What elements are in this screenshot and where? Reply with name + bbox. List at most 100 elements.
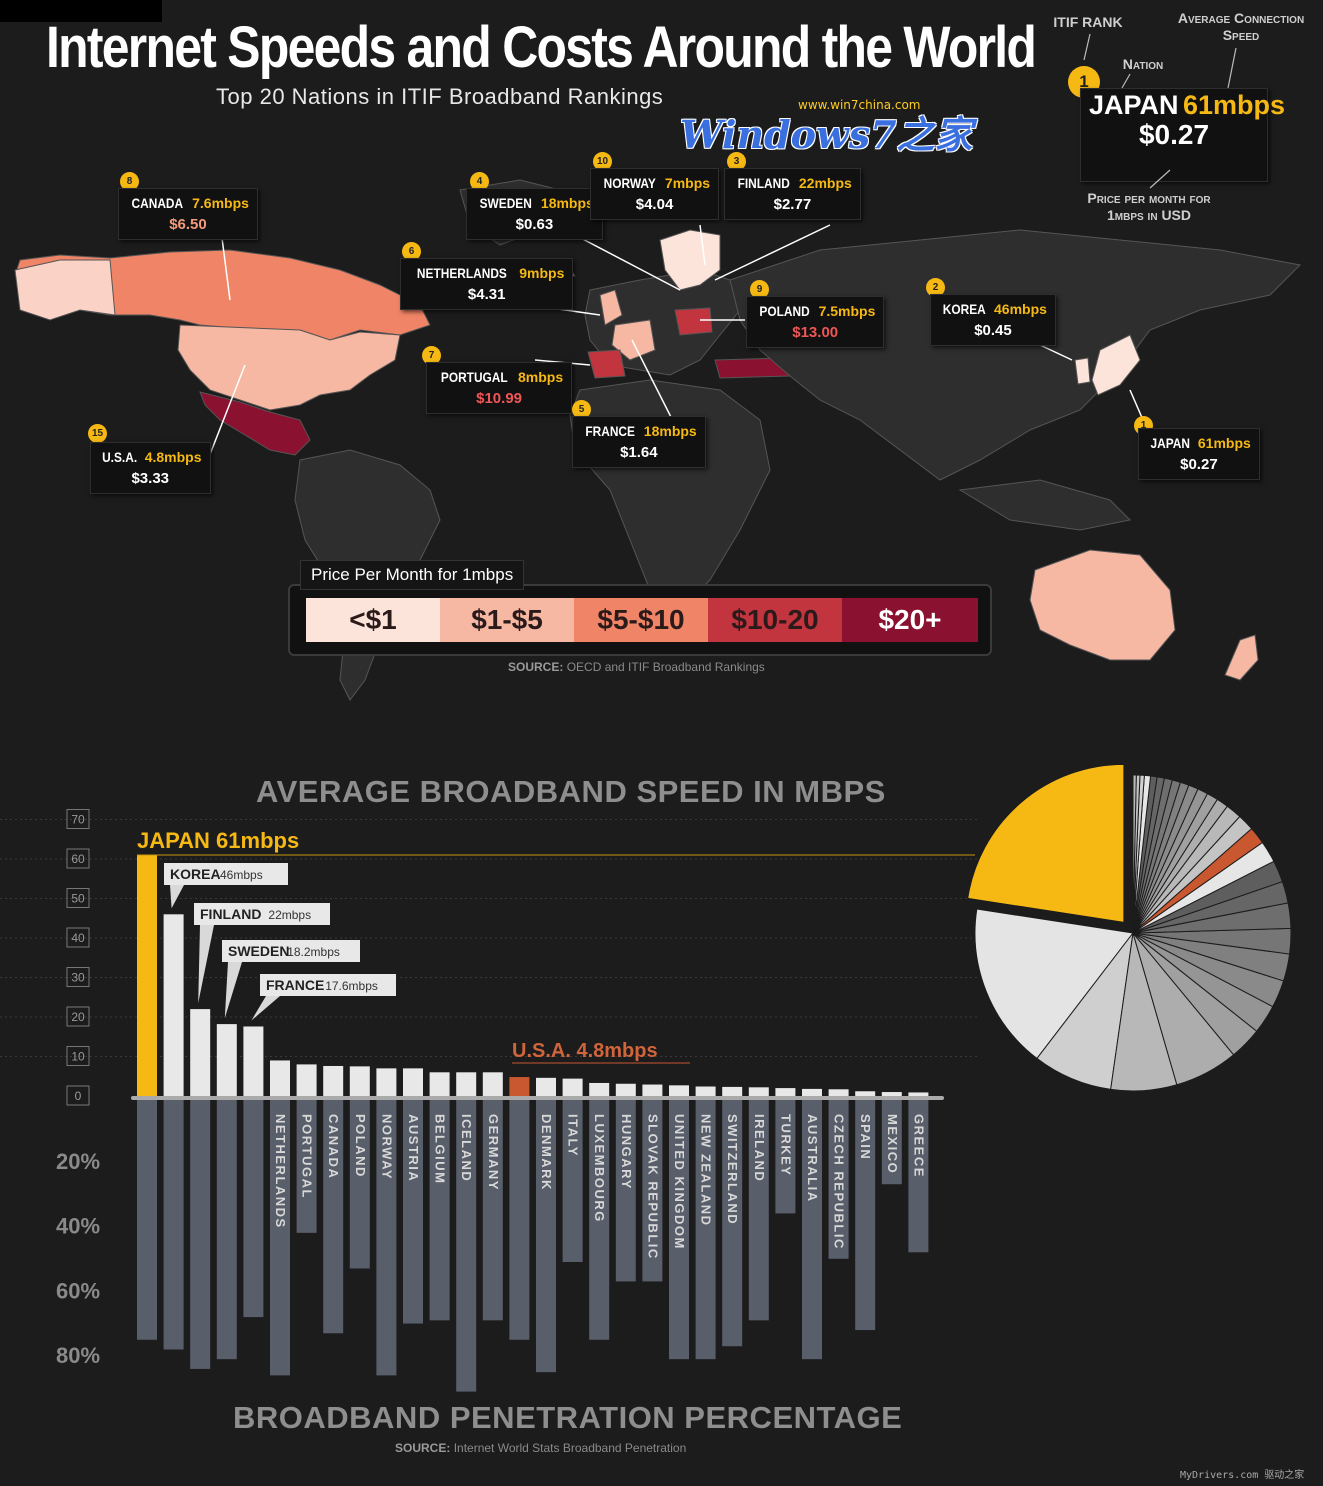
speed-tick-label: 40 xyxy=(71,931,85,945)
speed-tick-box xyxy=(66,1006,90,1027)
speed-bar xyxy=(456,1072,477,1096)
callout-price: $0.45 xyxy=(974,322,1012,339)
speed-bar xyxy=(429,1072,450,1096)
map-source-text: OECD and ITIF Broadband Rankings xyxy=(566,660,765,674)
penetration-bar xyxy=(137,1100,157,1340)
country-label: MEXICO xyxy=(885,1114,900,1174)
speed-bar xyxy=(828,1089,849,1096)
callout-speed: 46mbps xyxy=(994,301,1047,317)
callout-usa: U.S.A. 4.8mbps $3.33 xyxy=(90,442,211,494)
country-label: SPAIN xyxy=(858,1114,873,1160)
map-source: SOURCE: OECD and ITIF Broadband Rankings xyxy=(508,660,765,674)
pie-slice xyxy=(1132,774,1137,934)
speed-bar xyxy=(323,1065,344,1096)
speed-bar xyxy=(376,1068,397,1096)
speed-bar xyxy=(403,1068,423,1096)
rank-badge-netherlands: 6 xyxy=(402,242,421,261)
callout-poland: POLAND 7.5mbps $13.00 xyxy=(746,296,885,348)
callout-nation: KOREA xyxy=(942,301,986,317)
speed-bar xyxy=(855,1091,876,1096)
country-label: GREECE xyxy=(911,1114,926,1178)
rank-badge-portugal: 7 xyxy=(422,346,441,365)
penetration-bar xyxy=(270,1100,290,1376)
callout-nation: NETHERLANDS xyxy=(416,265,507,281)
callout-tag-bg xyxy=(222,940,360,962)
price-scale-label: Price Per Month for 1mbps xyxy=(300,560,525,590)
map-australia xyxy=(1029,549,1176,661)
speed-bar xyxy=(270,1060,290,1096)
penetration-bar xyxy=(748,1100,769,1321)
callout-price: $10.99 xyxy=(476,390,523,407)
watermark-logo: Windows7之家 xyxy=(680,112,973,157)
usa-label: U.S.A. 4.8mbps xyxy=(512,1040,658,1062)
callout-price: $2.77 xyxy=(773,196,812,213)
penetration-bar xyxy=(908,1100,929,1253)
country-label: CANADA xyxy=(326,1114,341,1179)
callout-tag-bg xyxy=(194,903,330,925)
callout-tag-value: 17.6mbps xyxy=(325,979,378,993)
penetration-bar xyxy=(296,1100,317,1233)
speed-bar xyxy=(349,1066,370,1096)
speed-tick-box xyxy=(66,1046,90,1066)
penetration-bar xyxy=(349,1100,370,1269)
penetration-bar xyxy=(881,1100,902,1185)
speed-tick-box xyxy=(66,848,90,869)
callout-tag-value: 18.2mbps xyxy=(287,945,340,959)
callout-price: $13.00 xyxy=(792,324,839,341)
penetration-bar xyxy=(642,1100,663,1282)
penetration-tick-label: 80% xyxy=(56,1343,100,1368)
page-subtitle: Top 20 Nations in ITIF Broadband Ranking… xyxy=(216,84,664,109)
speed-bar xyxy=(536,1077,556,1096)
country-label: GERMANY xyxy=(486,1114,501,1191)
country-label: POLAND xyxy=(353,1114,368,1178)
penetration-bar xyxy=(828,1100,849,1259)
penetration-bar xyxy=(190,1100,211,1369)
speed-bar xyxy=(748,1087,769,1096)
country-label: LUXEMBOURG xyxy=(592,1114,607,1223)
speed-bar xyxy=(137,855,157,1096)
map-new-zealand xyxy=(1224,634,1259,681)
speed-bar xyxy=(296,1064,317,1096)
callout-nation: JAPAN xyxy=(1150,435,1190,451)
callout-nation: FINLAND xyxy=(737,175,790,191)
map-poland xyxy=(674,307,713,336)
key-itif-rank: ITIF RANK xyxy=(1053,14,1123,30)
penetration-bar xyxy=(775,1100,796,1214)
callout-tag-bg xyxy=(164,863,288,885)
callout-tag-name: FINLAND xyxy=(200,906,261,922)
callout-speed: 4.8mbps xyxy=(144,449,202,465)
callout-price: $1.64 xyxy=(620,444,658,461)
callout-price: $3.33 xyxy=(131,470,170,487)
country-label: TURKEY xyxy=(778,1114,793,1176)
penetration-bar xyxy=(163,1100,184,1350)
speed-bar xyxy=(589,1082,610,1096)
speed-bar xyxy=(482,1072,503,1096)
penetration-bar xyxy=(243,1100,264,1318)
callout-pointer xyxy=(224,962,242,1019)
callout-nation: U.S.A. xyxy=(102,449,138,465)
speed-tick-label: 50 xyxy=(71,892,85,906)
penetration-bar xyxy=(669,1100,689,1360)
country-label: CZECH REPUBLIC xyxy=(832,1114,847,1250)
country-label: NEW ZEALAND xyxy=(699,1114,714,1227)
map-uk xyxy=(599,289,623,326)
speed-bar xyxy=(216,1024,237,1096)
penetration-bar xyxy=(722,1100,743,1347)
chart-source-prefix: SOURCE: xyxy=(395,1441,451,1455)
callout-finland: FINLAND 22mbps $2.77 xyxy=(724,168,861,220)
callout-nation: CANADA xyxy=(131,195,184,211)
penetration-bar xyxy=(456,1100,477,1392)
speed-bar xyxy=(881,1092,902,1096)
penetration-bar xyxy=(615,1100,636,1282)
map-source-prefix: SOURCE: xyxy=(508,660,564,674)
price-scale: <$1 $1-$5 $5-$10 $10-20 $20+ xyxy=(288,584,992,656)
country-label: UNITED KINGDOM xyxy=(672,1114,687,1250)
speed-bar xyxy=(695,1086,716,1096)
rank-badge-poland: 9 xyxy=(750,280,769,299)
map-japan xyxy=(1091,334,1141,396)
callout-korea: KOREA 46mbps $0.45 xyxy=(930,294,1056,346)
map-scandinavia xyxy=(659,229,721,291)
callout-japan: JAPAN 61mbps $0.27 xyxy=(1138,428,1260,480)
callout-tag-value: 22mbps xyxy=(268,908,311,922)
country-label: PORTUGAL xyxy=(300,1114,315,1199)
